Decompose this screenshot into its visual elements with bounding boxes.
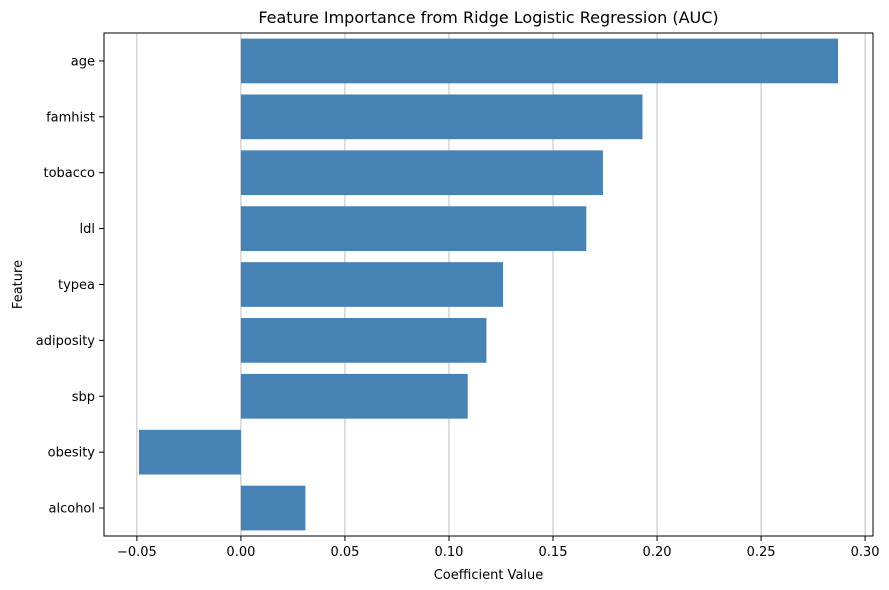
x-tick-label: 0.25 [747,545,776,560]
x-tick-label: −0.05 [117,545,157,560]
x-tick-label: 0.00 [226,545,255,560]
bar-age [240,38,839,84]
bar-typea [240,262,504,307]
bar-ldl [240,206,587,251]
y-tick-label-typea: typea [58,278,95,293]
x-axis-ticks: −0.05 0.00 0.05 0.10 0.15 0.20 0.25 0.30 [117,536,880,560]
y-tick-label-obesity: obesity [48,446,96,461]
x-tick-label: 0.15 [539,545,568,560]
x-axis-title: Coefficient Value [434,568,544,583]
x-tick-label: 0.30 [851,545,880,560]
bar-layer [138,38,839,531]
y-tick-label-age: age [71,54,95,69]
y-tick-label-famhist: famhist [46,110,95,125]
chart-title: Feature Importance from Ridge Logistic R… [258,8,718,27]
x-tick-label: 0.05 [330,545,359,560]
bar-tobacco [240,150,603,196]
bar-alcohol [240,485,306,531]
y-axis-ticks: age famhist tobacco ldl typea adiposity sbp obe… [36,54,104,517]
bar-famhist [240,94,643,140]
y-tick-label-sbp: sbp [72,390,95,405]
bar-obesity [138,429,241,475]
bar-sbp [240,373,468,419]
x-tick-label: 0.20 [643,545,672,560]
y-tick-label-adiposity: adiposity [36,334,96,349]
y-tick-label-alcohol: alcohol [49,502,95,517]
x-tick-label: 0.10 [434,545,463,560]
y-axis-title: Feature [11,260,26,309]
y-tick-label-ldl: ldl [80,222,95,237]
y-tick-label-tobacco: tobacco [43,166,95,181]
bar-adiposity [240,318,487,363]
